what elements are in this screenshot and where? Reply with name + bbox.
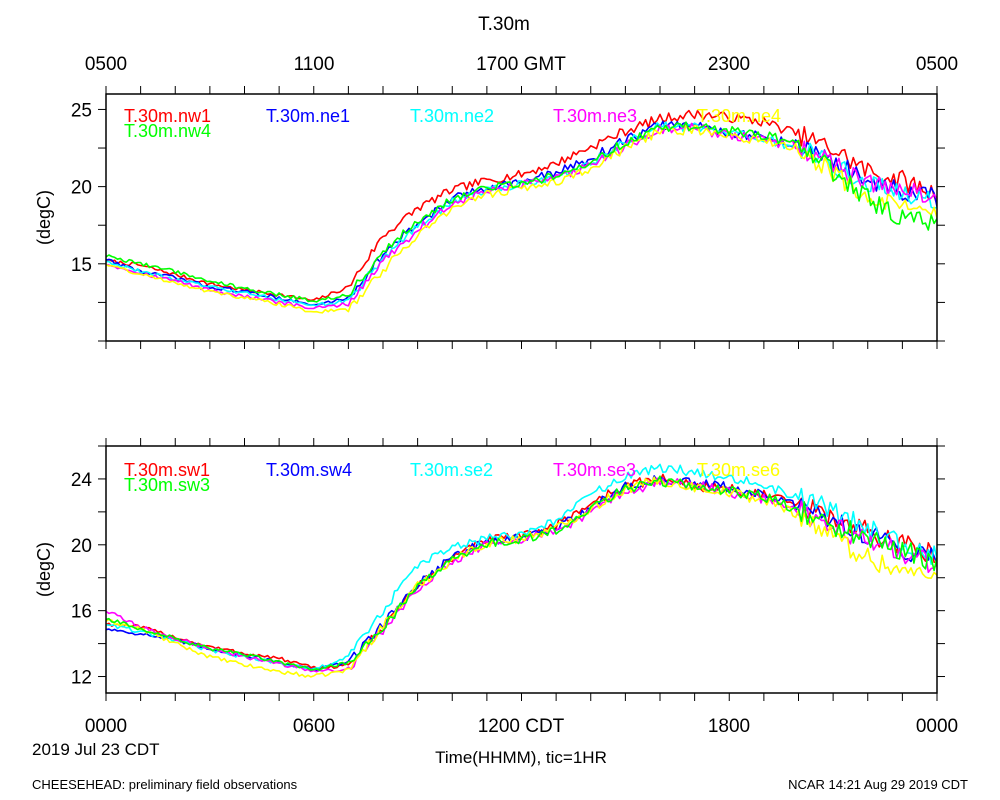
date-label: 2019 Jul 23 CDT (32, 740, 160, 759)
series-line-T-30m-ne4 (106, 124, 937, 314)
cdt-tick-label: 1200 CDT (478, 716, 565, 737)
upper-panel: 15 20 25 (degC) T.30m.nw1 T.30m.ne1 T.30m.ne2 T… (34, 86, 945, 349)
y-tick-label: 12 (71, 668, 92, 689)
y-tick-label: 15 (71, 255, 92, 276)
series-line-T-30m-sw1 (106, 473, 937, 671)
series-line-T-30m-se3 (106, 477, 937, 673)
legend-entry: T.30m.se3 (553, 460, 636, 480)
footer-right: NCAR 14:21 Aug 29 2019 CDT (788, 777, 968, 792)
series-line-T-30m-se2 (106, 463, 937, 671)
legend-entry: T.30m.ne2 (410, 106, 494, 126)
y-tick-label: 25 (71, 100, 92, 121)
cdt-tick-label: 0000 (916, 716, 958, 737)
series-line-T-30m-ne2 (106, 121, 937, 308)
legend-entry: T.30m.ne4 (697, 106, 781, 126)
legend-entry: T.30m.ne3 (553, 106, 637, 126)
y-tick-label: 16 (71, 602, 92, 623)
legend-entry: T.30m.ne1 (266, 106, 350, 126)
y-tick-label: 20 (71, 178, 92, 199)
y-axis-label: (degC) (34, 190, 54, 245)
series-line-T-30m-nw1 (106, 109, 937, 302)
gmt-tick-label: 0500 (85, 54, 127, 75)
legend-entry: T.30m.sw3 (124, 475, 210, 495)
series-line-T-30m-nw4 (106, 121, 937, 303)
cdt-axis-labels: 0000 0600 1200 CDT 1800 0000 (85, 716, 958, 737)
footer-left: CHEESEHEAD: preliminary field observatio… (32, 777, 298, 792)
plot-frame (105, 445, 938, 694)
series-lines (106, 463, 937, 678)
gmt-tick-label: 2300 (708, 54, 750, 75)
series-lines (106, 109, 937, 314)
cdt-tick-label: 0000 (85, 716, 127, 737)
legend-entry: T.30m.nw4 (124, 121, 211, 141)
lower-panel: 12 16 20 24 (degC) T.30m.sw1 T.30m.sw4 T.30m.se… (34, 438, 945, 701)
legend-entry: T.30m.se6 (697, 460, 780, 480)
y-tick-label: 24 (71, 470, 93, 491)
legend-entry: T.30m.sw4 (266, 460, 352, 480)
legend-entry: T.30m.sw1 (124, 460, 210, 480)
y-tick-label: 20 (71, 536, 92, 557)
gmt-tick-label: 1100 (294, 54, 335, 75)
series-line-T-30m-se6 (106, 476, 937, 678)
gmt-tick-label: 0500 (916, 54, 958, 75)
gmt-axis-labels: 0500 1100 1700 GMT 2300 0500 (85, 54, 958, 75)
y-axis-label: (degC) (34, 542, 54, 597)
plot-frame (105, 93, 938, 342)
legend-entry: T.30m.nw1 (124, 106, 211, 126)
cdt-tick-label: 1800 (708, 716, 750, 737)
series-line-T-30m-sw3 (106, 475, 937, 672)
cdt-tick-label: 0600 (293, 716, 335, 737)
gmt-tick-label: 1700 GMT (476, 54, 566, 75)
legend-entry: T.30m.se2 (410, 460, 493, 480)
x-axis-label: Time(HHMM), tic=1HR (435, 748, 607, 767)
chart-title: T.30m (478, 14, 530, 35)
